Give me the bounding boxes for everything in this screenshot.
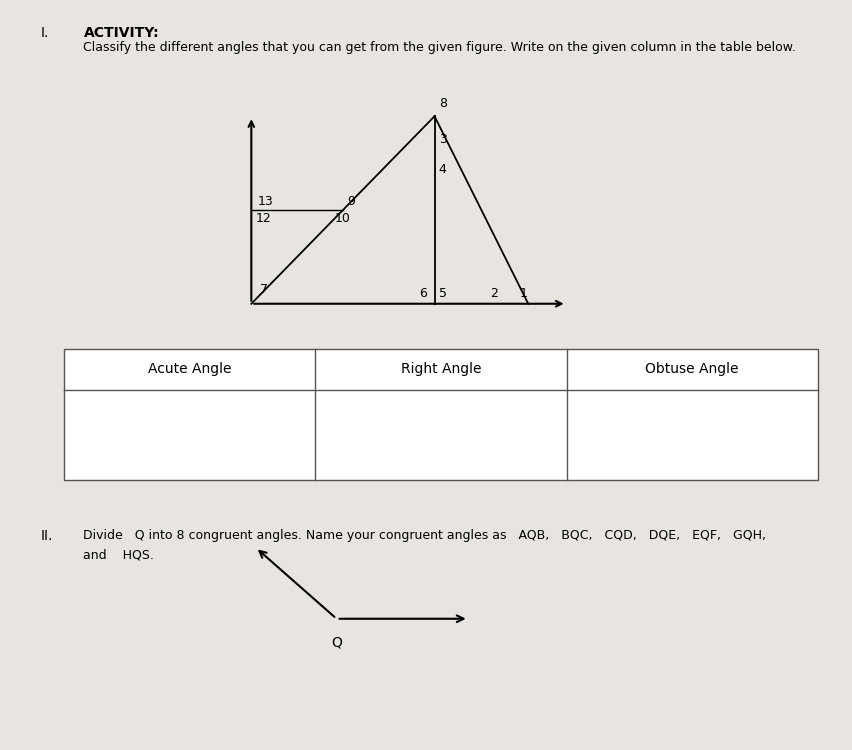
- Text: 7: 7: [260, 284, 268, 296]
- Text: 13: 13: [258, 195, 273, 208]
- Text: 1: 1: [520, 287, 527, 300]
- Text: ACTIVITY:: ACTIVITY:: [83, 26, 159, 40]
- Text: 10: 10: [334, 212, 350, 225]
- Text: 2: 2: [490, 287, 498, 300]
- Text: 9: 9: [348, 195, 355, 208]
- Text: and    HQS.: and HQS.: [83, 549, 154, 562]
- FancyBboxPatch shape: [64, 349, 818, 480]
- Text: I.: I.: [41, 26, 49, 40]
- Text: Acute Angle: Acute Angle: [147, 362, 232, 376]
- Text: 6: 6: [419, 287, 427, 300]
- Text: Right Angle: Right Angle: [400, 362, 481, 376]
- Text: Obtuse Angle: Obtuse Angle: [646, 362, 739, 376]
- Text: Classify the different angles that you can get from the given figure. Write on t: Classify the different angles that you c…: [83, 41, 797, 54]
- Text: Q: Q: [331, 635, 342, 650]
- Text: 4: 4: [439, 164, 446, 176]
- Text: 3: 3: [439, 134, 446, 146]
- Text: 12: 12: [256, 212, 271, 225]
- Text: II.: II.: [41, 529, 54, 543]
- Text: 8: 8: [439, 98, 446, 110]
- Text: 5: 5: [439, 287, 446, 300]
- Text: Divide   Q into 8 congruent angles. Name your congruent angles as   AQB,   BQC, : Divide Q into 8 congruent angles. Name y…: [83, 529, 767, 542]
